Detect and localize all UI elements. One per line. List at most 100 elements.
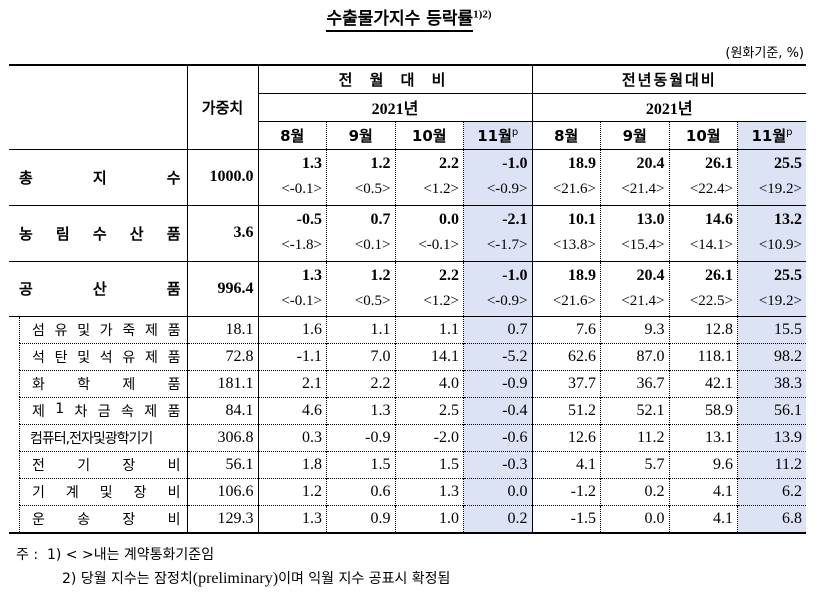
- mom-cell: -0.9: [326, 423, 395, 451]
- mom-cell: 0.3: [257, 423, 327, 451]
- weight-header: 가중치: [186, 64, 258, 149]
- weight-value: 106.6: [186, 477, 258, 505]
- yoy-cell: 56.1: [737, 396, 806, 424]
- yoy-cell: 6.8: [737, 504, 806, 534]
- won-basis-value: 25.5: [774, 155, 802, 172]
- mom-cell: -1.0 <-0.9>: [463, 260, 532, 316]
- mom-cell: 0.6: [326, 477, 395, 505]
- contract-currency-value: <15.4>: [621, 237, 665, 253]
- won-basis-value: 18.9: [568, 155, 596, 172]
- mom-cell: 1.3 <-0.1>: [257, 148, 327, 205]
- won-basis-value: 2.2: [439, 155, 459, 172]
- label-char: 전: [32, 458, 45, 474]
- month-label: 11월: [751, 126, 787, 145]
- label-char: 공: [19, 280, 33, 298]
- label-char: 기: [77, 458, 91, 474]
- sub-row: 섬 유 및 가 죽 제 품 18.1 1.6 1.1 1.1 0.7 7.6 9.3 12.8 15.5: [9, 315, 806, 343]
- mom-cell: 4.0: [394, 369, 464, 397]
- mom-cell: -5.2: [463, 342, 532, 370]
- contract-currency-value: <-0.1>: [418, 237, 459, 253]
- month-label: 8월: [554, 126, 579, 145]
- yoy-cell: -1.2: [531, 477, 601, 505]
- yoy-cell: 4.1: [531, 450, 601, 478]
- weight-value: 56.1: [186, 450, 258, 478]
- yoy-cell: 25.5 <19.2>: [737, 148, 806, 205]
- contract-currency-value: <10.9>: [758, 237, 802, 253]
- mom-cell: 4.6: [257, 396, 327, 424]
- yoy-cell: 14.6 <14.1>: [668, 204, 738, 261]
- corner-cell: [9, 64, 187, 149]
- weight-value: 84.1: [186, 396, 258, 424]
- label-char: 품: [167, 350, 181, 366]
- contract-currency-value: <0.1>: [354, 237, 391, 253]
- yoy-cell: 15.5: [737, 315, 806, 343]
- mom-cell: -2.1 <-1.7>: [463, 204, 532, 261]
- yoy-cell: 13.2 <10.9>: [737, 204, 806, 261]
- yoy-cell: 7.6: [531, 315, 601, 343]
- month-label: 11월: [477, 126, 512, 145]
- yoy-cell: 26.1 <22.5>: [668, 260, 738, 316]
- weight-value: 181.1: [186, 369, 258, 397]
- label-char: 석: [99, 350, 113, 366]
- label-char: 유: [122, 350, 136, 366]
- contract-currency-value: <13.8>: [552, 237, 596, 253]
- label-char: 제: [144, 350, 158, 366]
- export-price-index-table: 가중치 전 월 대 비 전년동월대비 2021년 2021년 8월 9월 10월 11…: [9, 64, 806, 534]
- preliminary-mark: p: [511, 126, 519, 138]
- label-char: 및: [77, 322, 91, 339]
- weight-value: 1000.0: [186, 148, 258, 205]
- yoy-cell: 4.1: [668, 504, 738, 534]
- yoy-cell: -1.5: [531, 504, 601, 534]
- yoy-cell: 9.3: [600, 315, 669, 343]
- contract-currency-value: <-1.8>: [281, 237, 322, 253]
- won-basis-value: 13.0: [636, 211, 665, 228]
- won-basis-value: 26.1: [705, 266, 733, 284]
- label-char: 품: [166, 280, 181, 298]
- mom-cell: 1.3: [257, 504, 327, 534]
- label-char: 총: [19, 168, 33, 187]
- month-header: 9월: [600, 120, 669, 149]
- main-row: 공 산 품 996.4 1.3 <-0.1> 1.2 <0.5> 2.2 <1.2> -1.0 <-0…: [9, 260, 806, 316]
- label-char: 품: [167, 322, 181, 339]
- mom-cell: 14.1: [394, 342, 464, 370]
- mom-cell: 2.5: [394, 396, 464, 424]
- mom-cell: 0.7: [463, 315, 532, 343]
- mom-cell: 1.3 <-0.1>: [257, 260, 327, 316]
- title-text: 수출물가지수 등락률: [326, 9, 474, 32]
- yoy-cell: 6.2: [737, 477, 806, 505]
- mom-cell: 1.0: [394, 504, 464, 534]
- mom-cell: 0.0 <-0.1>: [394, 204, 464, 261]
- won-basis-value: 10.1: [568, 211, 596, 228]
- won-basis-value: -1.0: [502, 266, 528, 284]
- contract-currency-value: <0.5>: [354, 181, 391, 197]
- yoy-group-header: 전년동월대비: [531, 64, 806, 93]
- mom-cell: 0.7 <0.1>: [326, 204, 395, 261]
- month-label: 10월: [685, 126, 721, 145]
- yoy-cell: 98.2: [737, 342, 806, 370]
- weight-value: 3.6: [186, 204, 258, 261]
- label-char: 컴퓨터,전자및광학기기: [30, 431, 153, 447]
- weight-value: 18.1: [186, 315, 258, 343]
- label-char: 비: [167, 458, 181, 474]
- yoy-cell: 9.6: [668, 450, 738, 478]
- label-char: 산: [92, 280, 107, 298]
- label-char: 장: [122, 458, 136, 474]
- contract-currency-value: <-0.1>: [281, 292, 322, 309]
- month-header: 11월p: [463, 120, 532, 149]
- mom-cell: 7.0: [326, 342, 395, 370]
- won-basis-value: 0.0: [439, 211, 459, 228]
- mom-cell: 1.2 <0.5>: [326, 148, 395, 205]
- won-basis-value: 26.1: [705, 155, 733, 172]
- month-header: 11월p: [737, 120, 806, 149]
- mom-cell: 2.2 <1.2>: [394, 148, 464, 205]
- contract-currency-value: <22.5>: [689, 292, 733, 309]
- mom-cell: 1.6: [257, 315, 327, 343]
- yoy-cell: 26.1 <22.4>: [668, 148, 738, 205]
- yoy-year-header: 2021년: [531, 92, 806, 121]
- sub-row: 기 계 및 장 비 106.6 1.2 0.6 1.3 0.0 -1.2 0.2 4.1 6.2: [9, 477, 806, 505]
- month-header: 8월: [531, 120, 601, 149]
- yoy-cell: 11.2: [737, 450, 806, 478]
- sub-row: 화 학 제 품 181.1 2.1 2.2 4.0 -0.9 37.7 36.7 42.1 38.3: [9, 369, 806, 397]
